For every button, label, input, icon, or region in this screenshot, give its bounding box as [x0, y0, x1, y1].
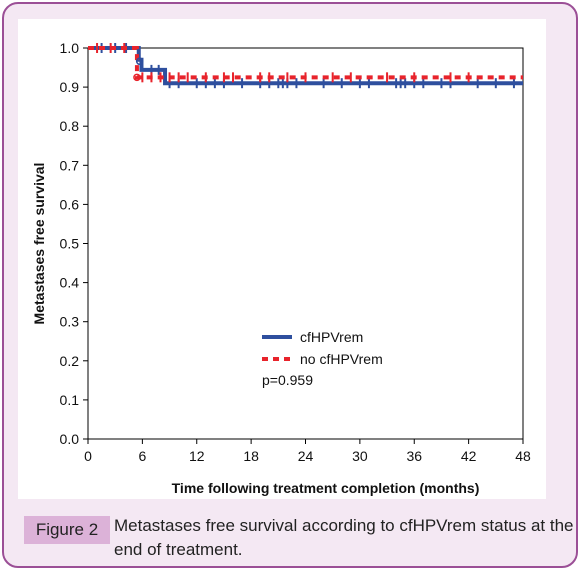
- event-marker: [135, 57, 144, 66]
- y-tick-label: 0.3: [60, 314, 80, 330]
- y-tick-label: 0.5: [60, 236, 80, 252]
- y-axis-label: Metastases free survival: [31, 163, 47, 325]
- chart-axes: 0.0 0.1 0.2 0.3 0.4 0.5 0.6 0.7 0.8 0.9 1.0 0 6 12 18 2…: [60, 40, 531, 464]
- x-tick-label: 18: [243, 448, 259, 464]
- y-tick-label: 0.7: [60, 157, 80, 173]
- y-tick-label: 0.2: [60, 353, 80, 369]
- x-tick-label: 42: [461, 448, 477, 464]
- figure-frame: 0.0 0.1 0.2 0.3 0.4 0.5 0.6 0.7 0.8 0.9 1.0 0 6 12 18 2…: [2, 2, 578, 568]
- event-marker: [133, 73, 141, 82]
- x-tick-label: 24: [298, 448, 314, 464]
- series-line-2: [88, 46, 523, 80]
- plot-panel: 0.0 0.1 0.2 0.3 0.4 0.5 0.6 0.7 0.8 0.9 1.0 0 6 12 18 2…: [18, 19, 546, 499]
- y-tick-label: 0.6: [60, 196, 80, 212]
- y-tick-label: 0.4: [60, 275, 80, 291]
- x-tick-label: 30: [352, 448, 368, 464]
- chart-series: [88, 43, 523, 89]
- chart-legend: cfHPVrem no cfHPVrem p=0.959: [262, 329, 383, 388]
- p-value-annotation: p=0.959: [262, 372, 313, 388]
- legend-label-2: no cfHPVrem: [300, 351, 383, 367]
- y-tick-label: 1.0: [60, 40, 80, 56]
- y-tick-label: 0.9: [60, 79, 80, 95]
- x-tick-label: 36: [406, 448, 422, 464]
- x-tick-label: 48: [515, 448, 531, 464]
- y-tick-label: 0.1: [60, 392, 80, 408]
- y-tick-label: 0.8: [60, 118, 80, 134]
- x-tick-label: 12: [189, 448, 205, 464]
- x-tick-label: 0: [84, 448, 92, 464]
- caption-text: Metastases free survival according to cf…: [114, 516, 574, 559]
- y-tick-label: 0.0: [60, 431, 80, 447]
- series-line-1: [88, 46, 523, 86]
- x-axis-label: Time following treatment completion (mon…: [172, 480, 480, 496]
- figure-label: Figure 2: [24, 516, 110, 544]
- survival-chart: 0.0 0.1 0.2 0.3 0.4 0.5 0.6 0.7 0.8 0.9 1.0 0 6 12 18 2…: [31, 40, 531, 496]
- x-tick-label: 6: [138, 448, 146, 464]
- legend-label-1: cfHPVrem: [300, 329, 363, 345]
